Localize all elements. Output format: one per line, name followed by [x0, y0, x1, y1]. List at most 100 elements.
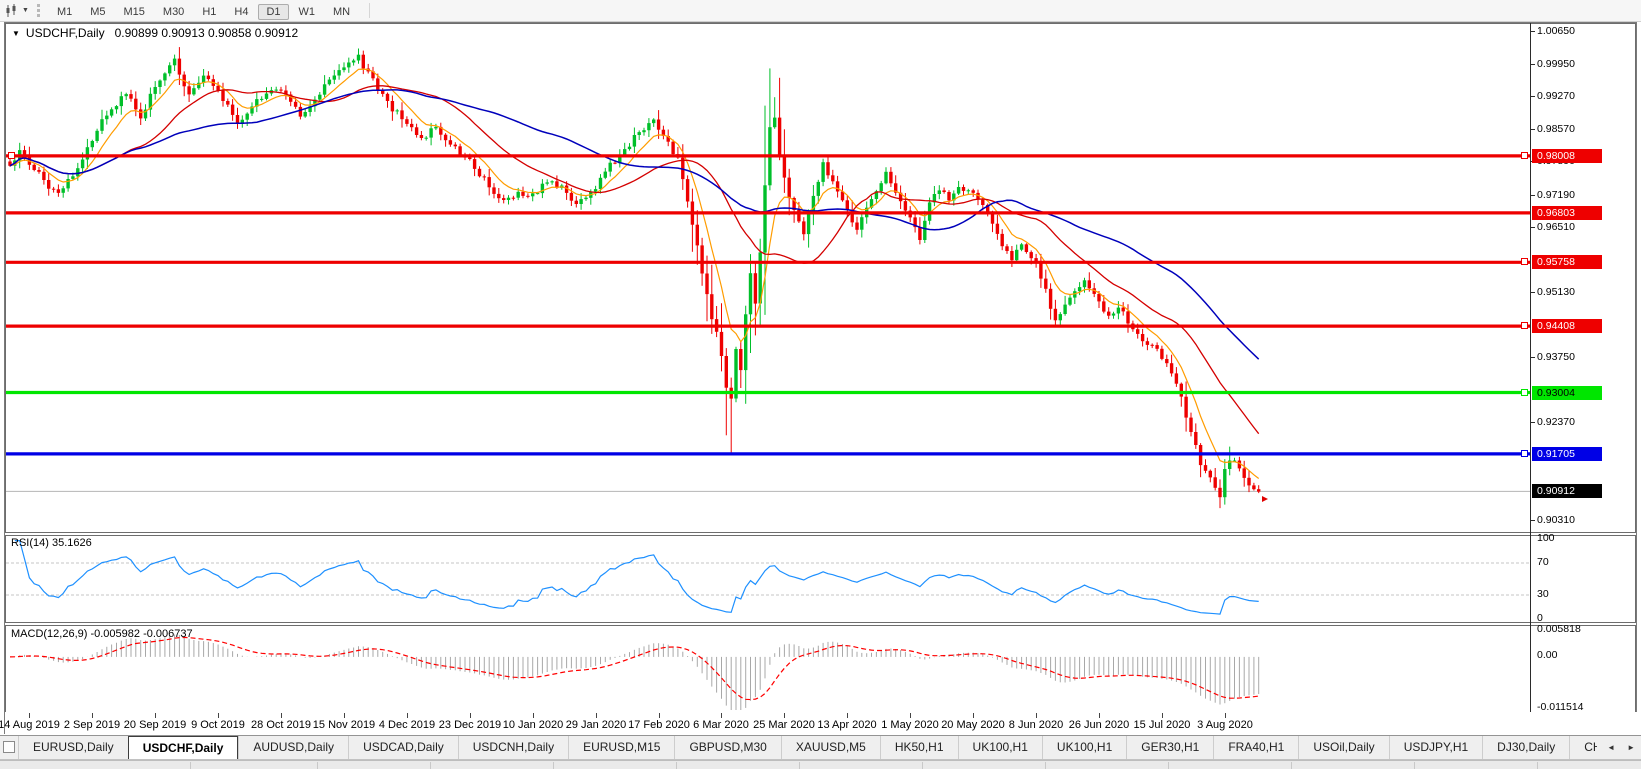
timeframe-button-w1[interactable]: W1	[298, 5, 316, 18]
status-bar	[0, 760, 1641, 769]
price-tick-label: 0.99270	[1537, 90, 1575, 102]
current-price-label: 0.90912	[1532, 484, 1602, 498]
price-tick-label: 0.99950	[1537, 58, 1575, 70]
status-bar-separator	[430, 762, 431, 769]
level-line-handle[interactable]	[1521, 450, 1528, 457]
level-line-handle[interactable]	[1521, 258, 1528, 265]
price-tick-mark	[1531, 227, 1535, 228]
chart-title: ▼ USDCHF,Daily 0.90899 0.90913 0.90858 0.9…	[12, 26, 298, 40]
rsi-scale-label: 100	[1537, 532, 1555, 544]
date-label: 20 May 2020	[941, 719, 1005, 731]
tabs-scroll-left-icon[interactable]: ◄	[1607, 743, 1616, 752]
status-bar-separator	[317, 762, 318, 769]
price-tick-label: 0.92370	[1537, 416, 1575, 428]
date-tick-mark	[281, 713, 282, 718]
date-label: 10 Jan 2020	[502, 719, 564, 731]
date-tick-mark	[659, 713, 660, 718]
symbol-dropdown-icon[interactable]: ▼	[12, 29, 20, 38]
level-price-label-3: 0.94408	[1532, 319, 1602, 333]
tab-dj30-daily[interactable]: DJ30,Daily	[1482, 736, 1569, 759]
date-tick-mark	[784, 713, 785, 718]
date-label: 17 Feb 2020	[628, 719, 690, 731]
price-tick-mark	[1531, 422, 1535, 423]
macd-scale-zero: 0.00	[1537, 649, 1558, 661]
status-bar-separator	[1537, 762, 1538, 769]
price-tick-label: 0.90310	[1537, 514, 1575, 526]
level-line-handle[interactable]	[1521, 322, 1528, 329]
last-price-arrow-icon	[1262, 496, 1268, 502]
status-bar-separator	[676, 762, 677, 769]
date-tick-mark	[721, 713, 722, 718]
tab-uk100-h1[interactable]: UK100,H1	[957, 736, 1042, 759]
chart-tabs-icon[interactable]	[3, 741, 15, 753]
tab-usdcnh-daily[interactable]: USDCNH,Daily	[457, 736, 568, 759]
timeframe-button-m1[interactable]: M1	[56, 5, 73, 18]
timeframe-button-m15[interactable]: M15	[123, 5, 145, 18]
date-label: 23 Dec 2019	[438, 719, 502, 731]
price-tick-mark	[1531, 357, 1535, 358]
tab-uk100-h1[interactable]: UK100,H1	[1041, 736, 1126, 759]
tab-audusd-daily[interactable]: AUDUSD,Daily	[238, 736, 348, 759]
toolbar-grip[interactable]	[36, 4, 40, 17]
timeframe-toolbar: ▼ M1 M5 M15 M30 H1 H4 D1 W1 MN	[0, 0, 1641, 22]
price-pane[interactable]	[5, 23, 1636, 533]
timeframe-button-h4[interactable]: H4	[234, 5, 249, 18]
candlestick-chart-icon[interactable]	[2, 2, 22, 20]
level-line-handle[interactable]	[1521, 389, 1528, 396]
date-tick-mark	[407, 713, 408, 718]
tab-usdcad-daily[interactable]: USDCAD,Daily	[348, 736, 458, 759]
rsi-scale-label: 70	[1537, 556, 1549, 568]
date-tick-mark	[29, 713, 30, 718]
macd-label: MACD(12,26,9) -0.005982 -0.006737	[11, 628, 193, 640]
date-tick-mark	[1162, 713, 1163, 718]
timeframe-button-d1[interactable]: D1	[258, 3, 289, 20]
level-price-label-5: 0.91705	[1532, 447, 1602, 461]
tab-hk50-h1[interactable]: HK50,H1	[879, 736, 958, 759]
date-tick-mark	[344, 713, 345, 718]
price-tick-label: 1.00650	[1537, 25, 1575, 37]
date-label: 29 Jan 2020	[565, 719, 627, 731]
macd-pane[interactable]	[5, 625, 1636, 713]
price-axis-line	[1530, 23, 1531, 712]
tab-xauusd-m5[interactable]: XAUUSD,M5	[780, 736, 880, 759]
level-line-handle[interactable]	[8, 152, 15, 159]
tabs-scroll-right-icon[interactable]: ►	[1627, 743, 1635, 752]
date-tick-mark	[973, 713, 974, 718]
candlestick-chart-glyph	[6, 3, 16, 17]
date-axis[interactable]: 14 Aug 2019 2 Sep 2019 20 Sep 2019 9 Oct 20…	[0, 712, 1637, 734]
timeframe-button-m5[interactable]: M5	[90, 5, 106, 18]
price-chart-svg	[6, 47, 1530, 509]
price-tick-mark	[1531, 292, 1535, 293]
date-tick-mark	[470, 713, 471, 718]
date-label: 15 Nov 2019	[312, 719, 376, 731]
tab-gbpusd-m30[interactable]: GBPUSD,M30	[674, 736, 780, 759]
date-label: 13 Apr 2020	[817, 719, 877, 731]
tab-eurusd-daily[interactable]: EURUSD,Daily	[18, 736, 128, 759]
rsi-pane[interactable]	[5, 535, 1636, 623]
toolbar-separator	[369, 3, 371, 18]
level-line-handle[interactable]	[1521, 152, 1528, 159]
timeframe-button-h1[interactable]: H1	[202, 5, 217, 18]
chart-type-dropdown-icon[interactable]: ▼	[22, 7, 29, 14]
date-tick-mark	[1036, 713, 1037, 718]
timeframe-button-mn[interactable]: MN	[333, 5, 351, 18]
status-bar-separator	[1168, 762, 1169, 769]
date-label: 20 Sep 2019	[123, 719, 187, 731]
macd-svg	[9, 634, 1260, 710]
tab-ger30-h1[interactable]: GER30,H1	[1126, 736, 1213, 759]
price-tick-mark	[1531, 64, 1535, 65]
date-label: 14 Aug 2019	[0, 719, 60, 731]
tab-usoil-daily[interactable]: USOil,Daily	[1298, 736, 1388, 759]
tab-fra40-h1[interactable]: FRA40,H1	[1213, 736, 1298, 759]
tab-usdjpy-h1[interactable]: USDJPY,H1	[1388, 736, 1482, 759]
status-bar-separator	[1291, 762, 1292, 769]
price-tick-label: 0.95130	[1537, 286, 1575, 298]
timeframe-button-m30[interactable]: M30	[162, 5, 185, 18]
price-tick-label: 0.93750	[1537, 351, 1575, 363]
status-bar-separator	[799, 762, 800, 769]
tab-usdchf-daily[interactable]: USDCHF,Daily	[127, 736, 239, 759]
date-tick-mark	[1099, 713, 1100, 718]
date-label: 2 Sep 2019	[63, 719, 121, 731]
tab-eurusd-m15[interactable]: EURUSD,M15	[568, 736, 674, 759]
